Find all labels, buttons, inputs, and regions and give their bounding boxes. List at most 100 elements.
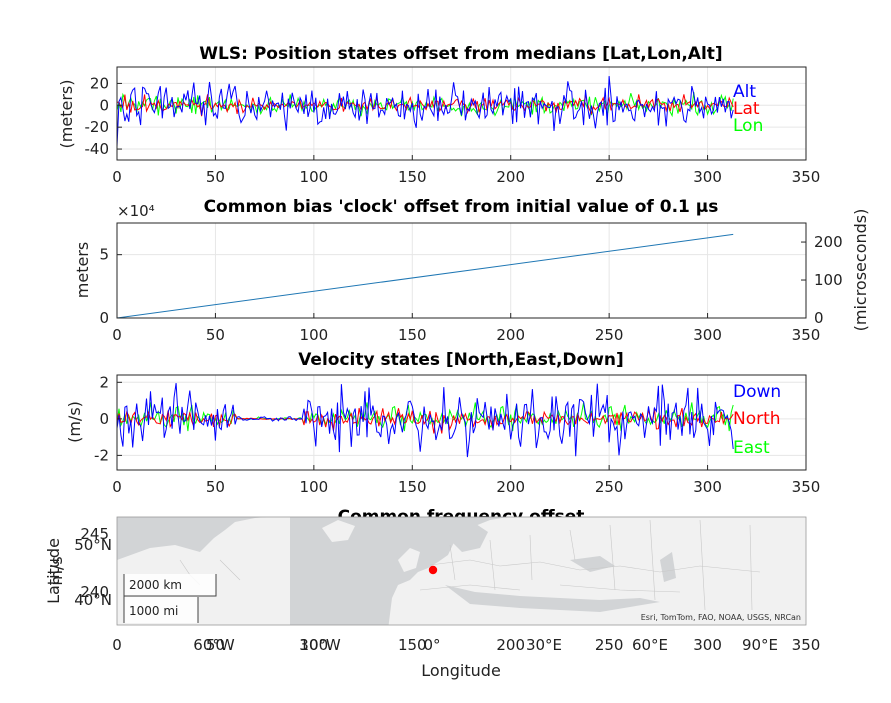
tick-label-y-240: 240: [80, 583, 109, 601]
series-alt: [117, 76, 734, 147]
baltic-sea: [450, 520, 488, 552]
black-sea: [570, 556, 615, 572]
clock-ylabel: meters: [73, 242, 92, 298]
tick-label-x-100: 100: [300, 478, 329, 496]
subplot-velocity: Velocity states [North,East,Down] 0 50 100…: [65, 350, 820, 496]
velocity-tick-labels: 0 50 100 150 200 250 300 350-202: [94, 373, 820, 496]
position-ylabel: (meters): [57, 80, 76, 149]
tick-label-x-50: 50: [206, 478, 225, 496]
tick-label-x-100: 100: [300, 326, 329, 344]
velocity-lines: [117, 383, 734, 458]
scale-mi: 1000 mi: [129, 604, 178, 618]
map-lon-tick-5: 90°E: [742, 636, 778, 654]
tick-label-y-5: 5: [99, 246, 109, 264]
country-borders: [419, 519, 761, 611]
tick-label-y--40: -40: [85, 140, 110, 158]
tick-label-x-250: 250: [595, 636, 624, 654]
tick-label-x-150: 150: [398, 168, 427, 186]
clock-ylabel-right: (microseconds): [851, 209, 870, 332]
subplot-frequency-map: Common frequency offset 0501001502002503…: [44, 507, 820, 680]
british-isles-land: [398, 548, 420, 572]
tick-label-x-150: 150: [398, 326, 427, 344]
tick-label-x-200: 200: [496, 168, 525, 186]
legend-east: East: [733, 438, 770, 458]
tick-label-yr-100: 100: [814, 271, 843, 289]
velocity-title: Velocity states [North,East,Down]: [298, 350, 624, 370]
clock-exponent-label: ×10⁴: [117, 202, 155, 220]
map-lat-tick-1: 40°N: [74, 591, 112, 609]
tick-label-x-50: 50: [206, 168, 225, 186]
map-lon-tick-4: 60°E: [632, 636, 668, 654]
velocity-axes-box: [116, 374, 807, 471]
map-lon-tick-3: 30°E: [526, 636, 562, 654]
map-tick-labels: 60°W 30°W 0° 30°E 60°E 90°E 50°N 40°N: [74, 536, 778, 654]
tick-label-x-100: 100: [300, 636, 329, 654]
tick-label-x-0: 0: [112, 478, 122, 496]
legend-north: North: [733, 409, 781, 429]
tick-label-y--20: -20: [85, 118, 110, 136]
legend-lon: Lon: [733, 116, 763, 136]
series-lon: [117, 92, 734, 118]
tick-label-x-250: 250: [595, 168, 624, 186]
tick-label-y-0: 0: [99, 309, 109, 327]
clock-lines: [117, 233, 734, 318]
series-lat: [117, 94, 734, 117]
basemap[interactable]: [117, 510, 806, 630]
tick-label-x-300: 300: [693, 636, 722, 654]
tick-label-x-250: 250: [595, 478, 624, 496]
clock-title: Common bias 'clock' offset from initial …: [204, 197, 719, 217]
mediterranean-sea: [445, 585, 660, 612]
tick-label-x-200: 200: [496, 636, 525, 654]
tick-label-x-300: 300: [693, 326, 722, 344]
tick-label-x-200: 200: [496, 326, 525, 344]
series-north: [117, 407, 734, 434]
location-marker[interactable]: [428, 565, 438, 575]
legend-down: Down: [733, 382, 781, 402]
subplot-position: WLS: Position states offset from medians…: [57, 44, 820, 186]
tick-label-x-0: 0: [112, 168, 122, 186]
position-axes-box: [116, 66, 807, 161]
tick-label-y-245: 245: [80, 525, 109, 543]
tick-label-y--2: -2: [94, 446, 109, 464]
map-lat-tick-0: 50°N: [74, 536, 112, 554]
tick-label-y-0: 0: [99, 96, 109, 114]
tick-label-x-50: 50: [206, 636, 225, 654]
tick-label-yr-200: 200: [814, 233, 843, 251]
caspian-sea: [660, 552, 676, 582]
tick-label-y-20: 20: [90, 74, 109, 92]
position-tick-labels: 0 50 100 150 200 250 300 350 -40 -20 0 20: [85, 74, 821, 186]
subplot-clock-bias: Common bias 'clock' offset from initial …: [73, 197, 870, 344]
tick-label-x-100: 100: [300, 168, 329, 186]
map-attribution: Esri, TomTom, FAO, NOAA, USGS, NRCan: [641, 613, 801, 622]
legend-alt: Alt: [733, 82, 756, 102]
tick-label-x-150: 150: [398, 478, 427, 496]
tick-label-y-0: 0: [99, 410, 109, 428]
map-lon-tick-0: 60°W: [193, 636, 235, 654]
map-lon-tick-1: 30°W: [299, 636, 341, 654]
map-lon-tick-2: 0°: [423, 636, 440, 654]
tick-label-yr-0: 0: [814, 309, 824, 327]
tick-label-x-350: 350: [792, 326, 821, 344]
legend-lat: Lat: [733, 99, 760, 119]
series-down: [117, 383, 734, 458]
frequency-tick-labels: 0 50 100 150 200 250 300 350 240 245: [80, 525, 820, 654]
tick-label-x-350: 350: [792, 636, 821, 654]
tick-label-x-350: 350: [792, 478, 821, 496]
position-title: WLS: Position states offset from medians…: [199, 44, 722, 64]
tick-label-x-150: 150: [398, 636, 427, 654]
velocity-ylabel: (m/s): [65, 401, 84, 443]
tick-label-x-200: 200: [496, 478, 525, 496]
map-frame: [116, 516, 807, 626]
tick-label-x-300: 300: [693, 168, 722, 186]
iceland-land: [322, 520, 355, 542]
map-xlabel: Longitude: [421, 661, 501, 680]
series-clock-bias: [117, 233, 734, 318]
tick-label-x-300: 300: [693, 478, 722, 496]
tick-label-y-2: 2: [99, 373, 109, 391]
tick-label-x-350: 350: [792, 168, 821, 186]
map-ylabel: Latitude: [44, 538, 63, 604]
map-scale-bar: 2000 km 1000 mi: [123, 574, 217, 623]
tick-label-x-250: 250: [595, 326, 624, 344]
position-lines: [117, 76, 734, 147]
